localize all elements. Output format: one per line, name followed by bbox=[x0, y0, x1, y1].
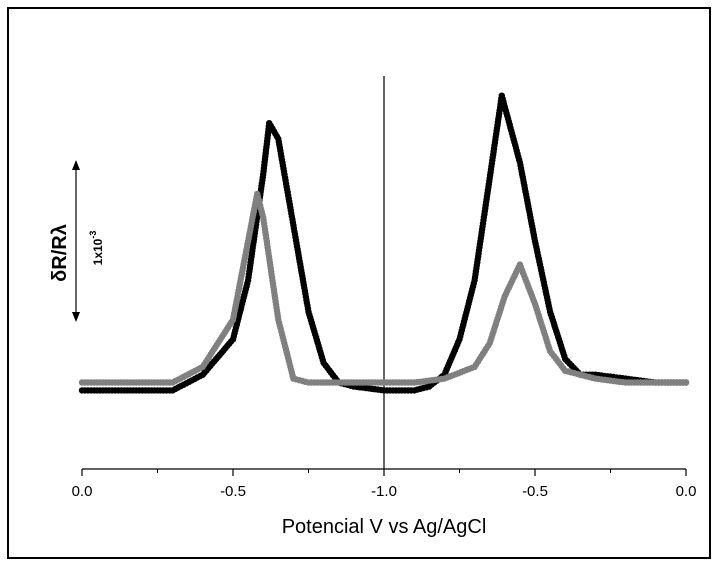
x-tick-label: -0.5 bbox=[522, 483, 548, 500]
x-axis-label: Potencial V vs Ag/AgCl bbox=[282, 516, 487, 538]
scale-bar-arrow-bottom bbox=[72, 312, 80, 322]
y-axis-label: δR/Rλ bbox=[49, 224, 71, 282]
scale-bar-label: 1x10-3 bbox=[88, 231, 105, 266]
scale-bar bbox=[72, 160, 80, 322]
x-tick-label: 0.0 bbox=[72, 483, 93, 500]
x-tick-labels: 0.0 -0.5 -1.0 -0.5 0.0 bbox=[72, 483, 697, 500]
x-tick-label: -1.0 bbox=[371, 483, 397, 500]
x-ticks bbox=[81, 469, 687, 476]
series-2-point bbox=[682, 379, 690, 386]
scale-bar-label-exponent: -3 bbox=[88, 231, 98, 239]
x-tick-label: 0.0 bbox=[676, 483, 697, 500]
data-points bbox=[78, 92, 690, 394]
outer-frame bbox=[7, 7, 711, 559]
scale-bar-label-base: 1x10 bbox=[91, 238, 105, 265]
scale-bar-arrow-top bbox=[72, 160, 80, 170]
x-tick-label: -0.5 bbox=[220, 483, 246, 500]
